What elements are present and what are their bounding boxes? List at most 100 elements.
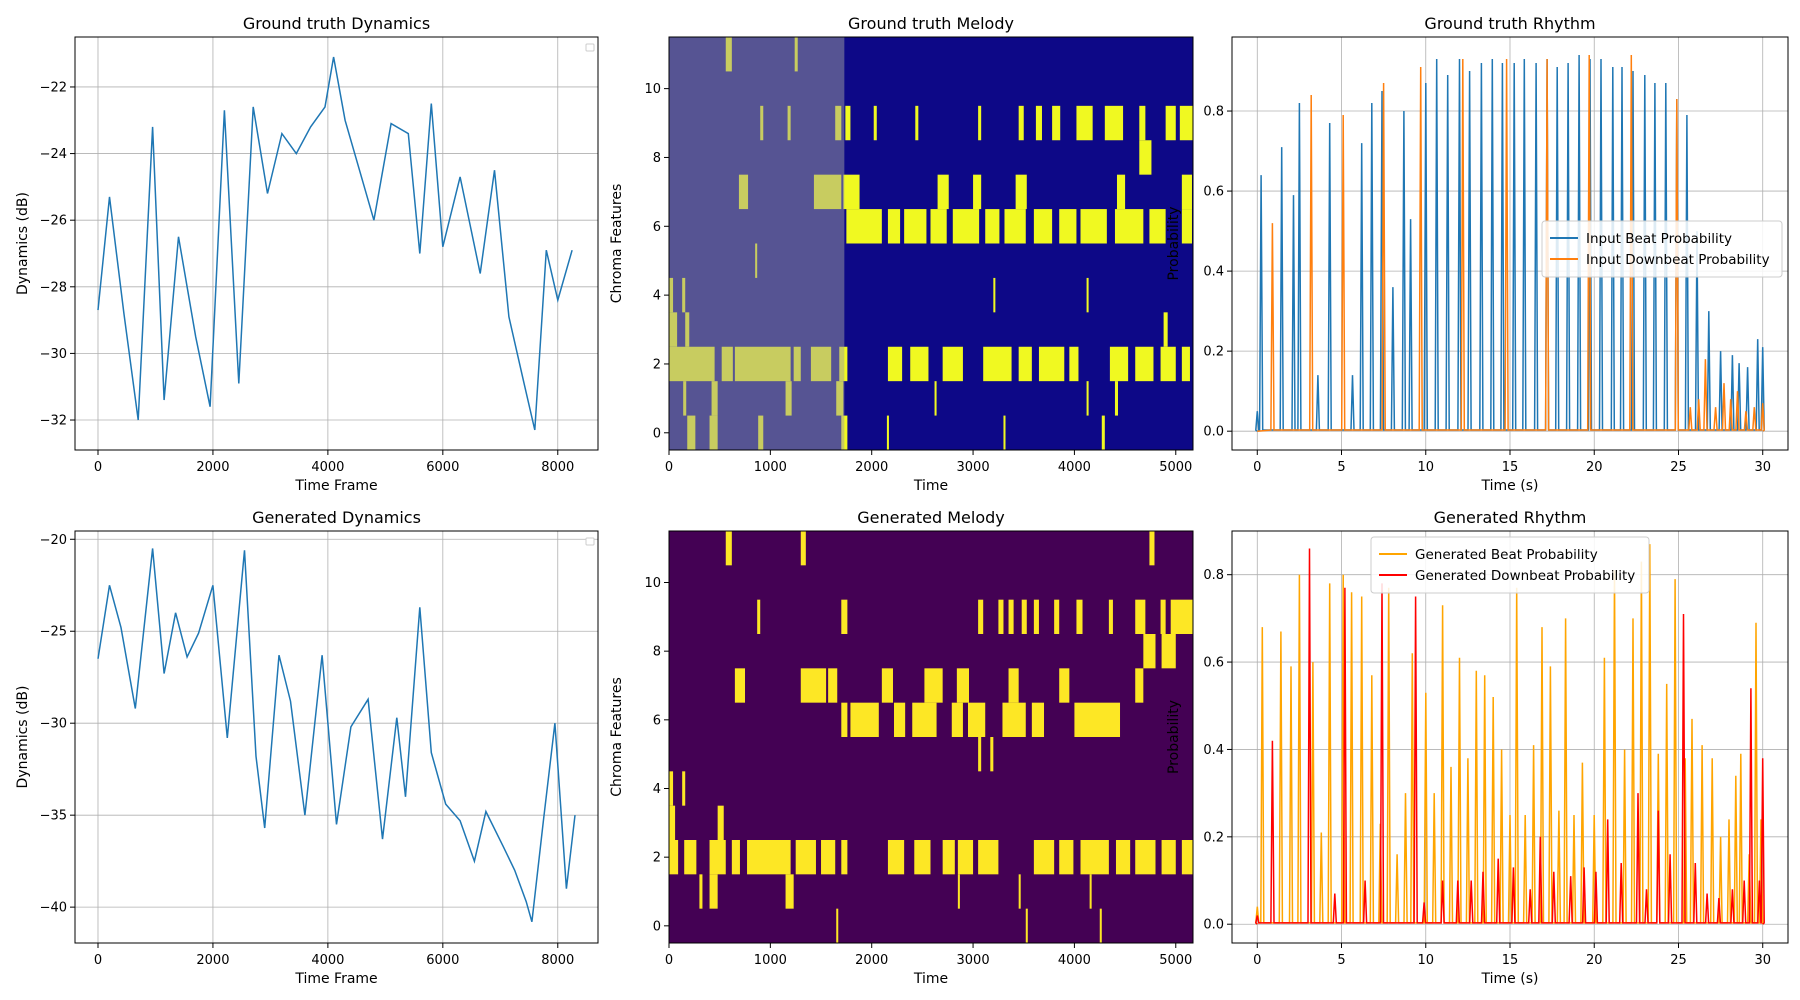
- x-tick-label: 25: [1670, 460, 1687, 475]
- y-axis-label: Dynamics (dB): [15, 192, 31, 295]
- x-tick-label: 5: [1337, 953, 1345, 968]
- heatmap-cell: [1059, 668, 1070, 703]
- heatmap-cell: [978, 840, 999, 875]
- x-tick-label: 5000: [1159, 953, 1192, 968]
- heatmap-cell: [924, 668, 943, 703]
- y-tick-label: 0: [653, 919, 661, 934]
- chart-title: Ground truth Melody: [848, 14, 1014, 33]
- heatmap-cell: [841, 840, 848, 875]
- y-tick-label: −35: [40, 809, 67, 824]
- y-tick-label: 0.8: [1203, 568, 1224, 583]
- series-line: [97, 548, 576, 923]
- heatmap-cell: [1033, 599, 1039, 634]
- x-axis-label: Time Frame: [294, 971, 377, 987]
- heatmap-cell: [1160, 346, 1176, 382]
- y-tick-label: −26: [40, 214, 67, 229]
- axes-frame: [668, 530, 1194, 944]
- plot-area: [75, 37, 598, 450]
- x-tick-label: 20: [1586, 953, 1603, 968]
- y-tick-label: −22: [40, 80, 67, 95]
- legend: Input Beat Probability Input Downbeat Pro…: [1541, 220, 1783, 278]
- heatmap-cell: [1059, 840, 1074, 875]
- heatmap-cell: [990, 737, 994, 772]
- chart-title: Generated Rhythm: [1434, 508, 1587, 527]
- panel-5: 0 1000 2000 3000 4000 5000 0 2 4 6 8 10 Generated Me…: [609, 508, 1194, 987]
- x-tick-label: 2000: [855, 460, 888, 475]
- series-line: [1254, 548, 1765, 925]
- x-tick-label: 4000: [1058, 460, 1091, 475]
- heatmap-cell: [841, 702, 848, 737]
- y-axis-label: Dynamics (dB): [15, 686, 31, 789]
- heatmap-cell: [1114, 209, 1144, 244]
- y-tick-label: 4: [653, 289, 661, 304]
- heatmap-cell: [993, 277, 996, 313]
- axes-frame: [74, 530, 599, 944]
- heatmap-cell: [1076, 105, 1093, 141]
- y-tick-label: −28: [40, 280, 67, 295]
- y-tick-label: 2: [653, 851, 661, 866]
- y-tick-label: 8: [653, 645, 661, 660]
- legend-label: Input Downbeat Probability: [1586, 252, 1770, 268]
- heatmap-cell: [843, 174, 860, 210]
- heatmap-cell: [841, 415, 848, 450]
- x-tick-label: 8000: [541, 953, 574, 968]
- x-tick-label: 0: [665, 460, 673, 475]
- plot-area: [1232, 531, 1788, 943]
- heatmap-cell: [930, 209, 947, 244]
- heatmap-cell: [1163, 312, 1168, 347]
- y-tick-label: 4: [653, 782, 661, 797]
- axes-frame: [74, 36, 599, 451]
- heatmap-cell: [1021, 599, 1027, 634]
- panel-2: 0 1000 2000 3000 4000 5000 0 2 4 6 8 10 Ground truth…: [609, 14, 1194, 494]
- heatmap-cell: [1025, 908, 1028, 943]
- y-tick-label: 8: [653, 151, 661, 166]
- heatmap-cell: [914, 840, 931, 875]
- heatmap-cell: [682, 771, 686, 806]
- heatmap-cell: [1080, 840, 1109, 875]
- legend-label: Input Beat Probability: [1586, 231, 1732, 247]
- heatmap-cell: [821, 840, 836, 875]
- heatmap-cell: [1038, 346, 1065, 382]
- heatmap-cell: [978, 105, 982, 141]
- heatmap-cell: [934, 381, 937, 416]
- heatmap-cell: [669, 771, 674, 806]
- heatmap-cell: [795, 840, 816, 875]
- y-axis-label: Probability: [1166, 206, 1182, 280]
- heatmap-cell: [684, 840, 697, 875]
- heatmap-cell: [1179, 105, 1193, 141]
- series-line: [1255, 544, 1764, 925]
- heatmap-cell: [1108, 599, 1113, 634]
- legend: Generated Beat Probability Generated Down…: [1370, 536, 1650, 594]
- y-tick-label: 6: [653, 220, 661, 235]
- heatmap-cell: [915, 105, 919, 141]
- panel-6: 0 5 10 15 20 25 30 0.0 0.2 0.4 0.6 0.8 Generated Rhy…: [1166, 508, 1789, 987]
- heatmap-cell: [785, 874, 794, 909]
- x-tick-label: 3000: [957, 460, 990, 475]
- legend-label: Generated Beat Probability: [1415, 547, 1598, 563]
- legend-box: [1370, 536, 1650, 594]
- heatmap-cell: [845, 105, 851, 141]
- heatmap-cell: [709, 874, 718, 909]
- y-tick-label: −32: [40, 414, 67, 429]
- y-tick-label: 0.2: [1203, 345, 1224, 360]
- x-tick-label: 0: [665, 953, 673, 968]
- heatmap-cell: [956, 668, 970, 703]
- heatmap-cell: [1076, 599, 1083, 634]
- x-tick-label: 5: [1337, 460, 1345, 475]
- heatmap-cell: [1059, 209, 1077, 244]
- heatmap-cell: [1004, 209, 1026, 244]
- heatmap-cell: [1181, 174, 1192, 210]
- chart-title: Generated Dynamics: [252, 508, 421, 527]
- heatmap-cell: [1052, 105, 1061, 141]
- panel-4: 0 2000 4000 6000 8000 −40 −35 −30 −25 −20 Generate…: [15, 508, 599, 987]
- heatmap-cell: [1139, 105, 1146, 141]
- plot-area: [1232, 37, 1788, 450]
- x-tick-label: 2000: [196, 953, 229, 968]
- x-axis-label: Time (s): [1481, 971, 1539, 987]
- heatmap-cell: [669, 840, 679, 875]
- heatmap-cell: [1181, 346, 1190, 382]
- heatmap-cell: [1135, 346, 1154, 382]
- heatmap-cell: [709, 840, 726, 875]
- y-tick-label: −25: [40, 625, 67, 640]
- y-axis-label: Chroma Features: [609, 184, 625, 304]
